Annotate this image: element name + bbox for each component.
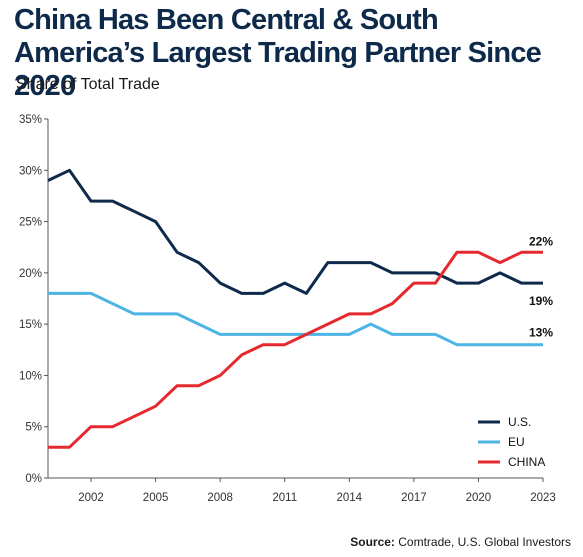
end-labels: 19% 13% 22% — [529, 234, 553, 339]
x-tick-label: 2002 — [78, 492, 104, 504]
y-tick-label: 5% — [25, 422, 42, 434]
chart-axes — [47, 119, 543, 479]
line-chart: 0%5%10%15%20%25%30%35% 2002 2005 2008 2011 2… — [19, 114, 556, 504]
end-label-eu: 13% — [529, 326, 553, 340]
x-tick-label: 2023 — [530, 492, 556, 504]
y-axis-ticks: 0% 5% 10% 15% 20% 25% 30% 35% — [19, 114, 48, 485]
source-note: Source: Comtrade, U.S. Global Investors — [350, 535, 571, 549]
legend-label-us: U.S. — [508, 415, 531, 429]
x-tick-label: 2014 — [337, 492, 363, 504]
legend-label-china: CHINA — [508, 455, 545, 469]
chart-legend: U.S. EU CHINA — [478, 415, 545, 469]
end-label-us: 19% — [529, 294, 553, 308]
y-tick-label: 20% — [19, 268, 42, 280]
x-axis-ticks: 2002 2005 2008 2011 2014 2017 2020 2023 — [78, 478, 556, 504]
legend-label-eu: EU — [508, 435, 525, 449]
series-line-us — [47, 168, 543, 295]
chart-title: China Has Been Central & South America’s… — [14, 4, 542, 102]
end-label-china: 22% — [529, 234, 553, 248]
source-label: Source: — [350, 535, 395, 549]
y-tick-label: 10% — [19, 370, 42, 382]
x-tick-label: 2011 — [272, 492, 297, 504]
chart-subtitle: Share of Total Trade — [16, 76, 160, 93]
y-tick-label: 0% — [25, 473, 42, 485]
x-tick-label: 2020 — [466, 492, 492, 504]
x-tick-label: 2005 — [143, 492, 169, 504]
source-text: Comtrade, U.S. Global Investors — [398, 535, 571, 549]
y-tick-label: 15% — [19, 319, 42, 331]
series-line-china — [48, 250, 543, 449]
y-tick-label: 35% — [19, 114, 42, 126]
x-tick-label: 2017 — [401, 492, 427, 504]
x-tick-label: 2008 — [207, 492, 233, 504]
series-lines — [47, 168, 543, 449]
y-tick-label: 30% — [19, 165, 42, 177]
y-tick-label: 25% — [19, 217, 42, 229]
series-line-eu — [48, 291, 543, 347]
